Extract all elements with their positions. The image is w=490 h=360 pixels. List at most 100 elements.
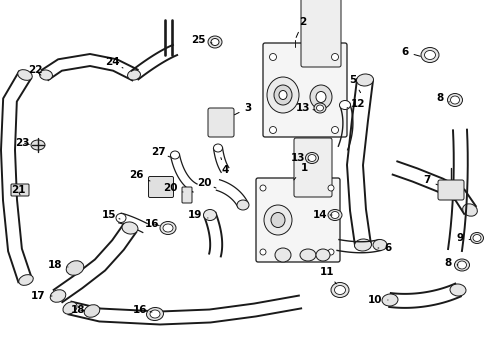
- Ellipse shape: [305, 153, 318, 163]
- Text: 27: 27: [151, 147, 170, 157]
- FancyBboxPatch shape: [256, 178, 340, 262]
- Text: 6: 6: [401, 47, 420, 57]
- Text: 20: 20: [163, 183, 183, 193]
- Text: 26: 26: [129, 170, 150, 181]
- Ellipse shape: [275, 248, 291, 262]
- Text: 5: 5: [349, 75, 361, 93]
- Text: 16: 16: [133, 305, 152, 315]
- Ellipse shape: [314, 103, 326, 113]
- Text: 20: 20: [197, 178, 216, 188]
- Ellipse shape: [127, 70, 141, 80]
- FancyBboxPatch shape: [208, 108, 234, 137]
- Ellipse shape: [203, 210, 217, 220]
- Ellipse shape: [316, 91, 326, 103]
- Ellipse shape: [264, 205, 292, 235]
- Ellipse shape: [317, 105, 323, 111]
- Text: 17: 17: [31, 291, 52, 301]
- Ellipse shape: [335, 285, 345, 294]
- Text: 11: 11: [320, 267, 336, 284]
- Ellipse shape: [260, 185, 266, 191]
- Ellipse shape: [63, 302, 77, 314]
- Ellipse shape: [122, 222, 138, 234]
- Ellipse shape: [458, 261, 466, 269]
- Ellipse shape: [300, 249, 316, 261]
- Ellipse shape: [279, 90, 287, 99]
- Ellipse shape: [66, 261, 84, 275]
- Ellipse shape: [50, 290, 66, 302]
- Ellipse shape: [373, 239, 387, 251]
- Text: 10: 10: [368, 295, 388, 305]
- FancyBboxPatch shape: [301, 0, 341, 67]
- Ellipse shape: [340, 100, 350, 109]
- Ellipse shape: [19, 275, 33, 285]
- Ellipse shape: [308, 154, 316, 162]
- Text: 24: 24: [105, 57, 123, 68]
- FancyBboxPatch shape: [11, 184, 29, 196]
- Text: 13: 13: [291, 153, 309, 163]
- Ellipse shape: [211, 39, 219, 45]
- Ellipse shape: [331, 211, 339, 219]
- Ellipse shape: [328, 210, 342, 220]
- FancyBboxPatch shape: [263, 43, 347, 137]
- Text: 22: 22: [28, 65, 42, 75]
- Ellipse shape: [332, 126, 339, 134]
- Ellipse shape: [160, 221, 176, 234]
- Text: 18: 18: [71, 305, 85, 315]
- Text: 3: 3: [235, 103, 252, 115]
- Ellipse shape: [424, 50, 436, 59]
- Ellipse shape: [116, 213, 126, 222]
- Ellipse shape: [270, 54, 276, 60]
- Ellipse shape: [18, 69, 32, 80]
- Text: 12: 12: [347, 99, 365, 109]
- Ellipse shape: [147, 307, 164, 320]
- Ellipse shape: [328, 249, 334, 255]
- Ellipse shape: [310, 85, 332, 109]
- Ellipse shape: [163, 224, 173, 232]
- FancyBboxPatch shape: [148, 176, 173, 198]
- FancyBboxPatch shape: [294, 138, 332, 197]
- FancyBboxPatch shape: [182, 187, 192, 203]
- Ellipse shape: [421, 48, 439, 63]
- Ellipse shape: [216, 118, 226, 127]
- Ellipse shape: [40, 70, 52, 80]
- Text: 8: 8: [437, 93, 449, 103]
- Text: 18: 18: [48, 260, 68, 270]
- Text: 7: 7: [423, 175, 438, 185]
- Ellipse shape: [84, 305, 100, 317]
- Ellipse shape: [267, 77, 299, 113]
- Ellipse shape: [463, 204, 477, 216]
- Text: 23: 23: [15, 138, 29, 148]
- Text: 2: 2: [296, 17, 307, 37]
- Ellipse shape: [237, 200, 249, 210]
- Ellipse shape: [31, 140, 45, 150]
- Ellipse shape: [331, 283, 349, 297]
- Ellipse shape: [208, 36, 222, 48]
- Ellipse shape: [455, 259, 469, 271]
- Ellipse shape: [355, 239, 371, 251]
- Ellipse shape: [214, 144, 222, 152]
- Ellipse shape: [328, 185, 334, 191]
- Text: 14: 14: [313, 210, 332, 220]
- Ellipse shape: [447, 94, 463, 107]
- Text: 4: 4: [221, 158, 229, 175]
- Ellipse shape: [357, 74, 373, 86]
- Text: 19: 19: [188, 210, 208, 220]
- Ellipse shape: [260, 249, 266, 255]
- Ellipse shape: [332, 54, 339, 60]
- Text: 8: 8: [444, 258, 458, 268]
- Ellipse shape: [274, 85, 292, 105]
- Ellipse shape: [157, 181, 165, 187]
- Ellipse shape: [450, 284, 466, 296]
- Ellipse shape: [316, 249, 330, 261]
- Ellipse shape: [150, 310, 160, 318]
- Text: 13: 13: [296, 103, 315, 113]
- Ellipse shape: [382, 294, 398, 306]
- Ellipse shape: [450, 96, 460, 104]
- Ellipse shape: [271, 212, 285, 228]
- Text: 1: 1: [294, 163, 308, 180]
- Ellipse shape: [270, 126, 276, 134]
- Text: 21: 21: [11, 185, 25, 195]
- Ellipse shape: [171, 151, 179, 159]
- Text: 25: 25: [191, 35, 212, 45]
- Text: 6: 6: [378, 243, 392, 253]
